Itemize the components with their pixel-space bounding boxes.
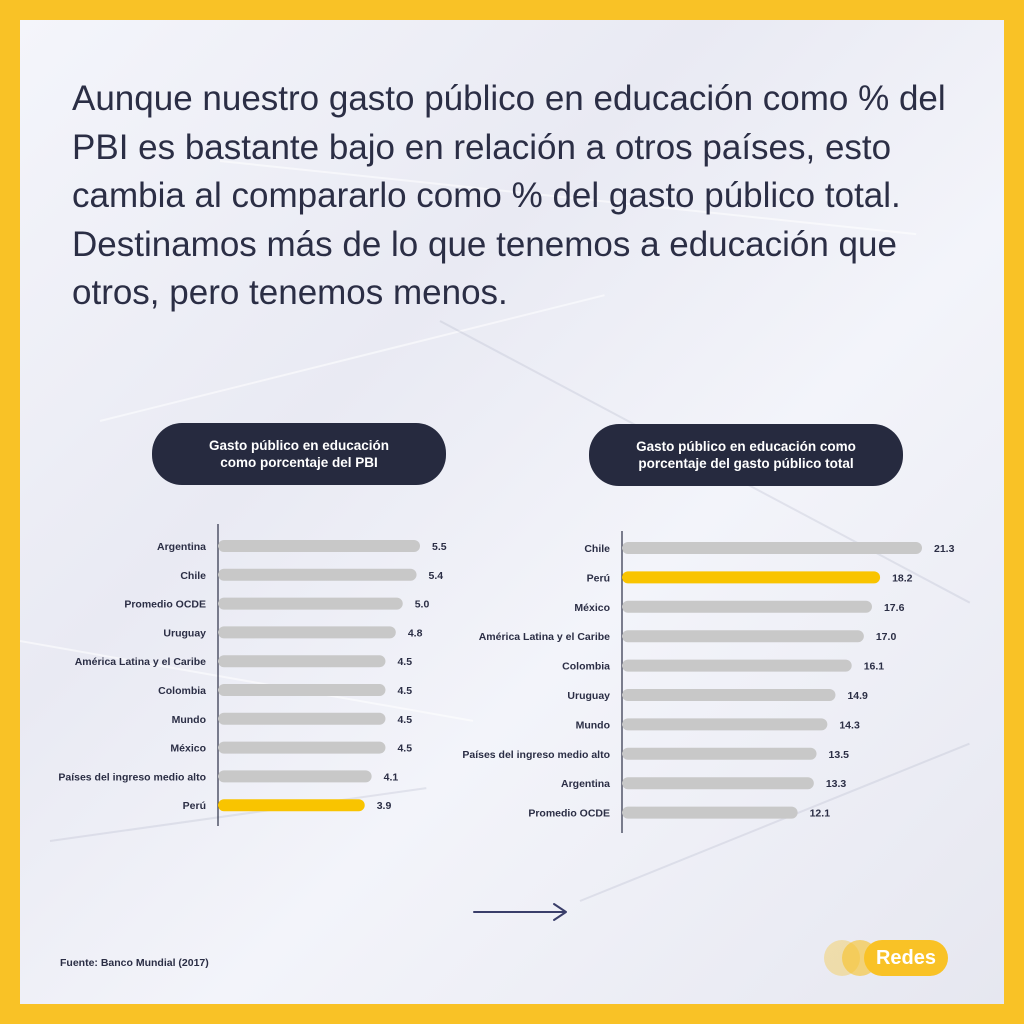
value-label: 13.3 xyxy=(826,778,847,790)
value-label: 4.5 xyxy=(397,743,412,755)
value-label: 16.1 xyxy=(864,661,885,673)
content-panel: Aunque nuestro gasto público en educació… xyxy=(20,20,1004,1004)
source-note: Fuente: Banco Mundial (2017) xyxy=(60,957,209,969)
category-label: Países del ingreso medio alto xyxy=(462,749,610,761)
category-label: México xyxy=(574,602,610,614)
category-label: Promedio OCDE xyxy=(528,808,610,820)
category-label: Colombia xyxy=(562,661,610,673)
value-label: 17.6 xyxy=(884,602,905,614)
value-label: 4.1 xyxy=(384,771,399,783)
category-label: América Latina y el Caribe xyxy=(75,656,206,668)
category-label: Países del ingreso medio alto xyxy=(58,771,206,783)
arrow-right-icon[interactable] xyxy=(472,900,570,924)
chart-gdp-share: Argentina 5.5 Chile 5.4 Promedio OCDE 5.0 Urug… xyxy=(58,524,447,826)
chart-1-title: Gasto público en educación como porcenta… xyxy=(152,423,446,485)
chart-1-title-line-2: como porcentaje del PBI xyxy=(220,455,378,470)
value-label: 5.0 xyxy=(415,599,430,611)
value-label: 18.2 xyxy=(892,572,913,584)
category-label: Mundo xyxy=(576,719,610,731)
category-label: Argentina xyxy=(157,541,206,553)
category-label: Perú xyxy=(587,572,610,584)
value-label: 5.5 xyxy=(432,541,447,553)
category-label: Uruguay xyxy=(163,627,206,639)
value-label: 14.9 xyxy=(847,690,868,702)
chart-1-title-line-1: Gasto público en educación xyxy=(208,438,390,453)
category-label: Argentina xyxy=(561,778,610,790)
value-label: 17.0 xyxy=(876,631,897,643)
chart-2-title-line-2: porcentaje del gasto público total xyxy=(638,456,854,471)
chart-2-title-line-1: Gasto público en educación como xyxy=(636,439,856,454)
value-label: 5.4 xyxy=(429,570,444,582)
category-label: Promedio OCDE xyxy=(124,599,206,611)
headline: Aunque nuestro gasto público en educació… xyxy=(72,79,946,312)
category-label: Colombia xyxy=(158,685,206,697)
category-label: Mundo xyxy=(172,714,206,726)
value-label: 12.1 xyxy=(810,808,831,820)
logo-text: Redes xyxy=(864,940,948,976)
redes-logo: Redes xyxy=(824,940,948,976)
value-label: 21.3 xyxy=(934,543,955,555)
category-label: Chile xyxy=(180,570,206,582)
category-label: América Latina y el Caribe xyxy=(479,631,610,643)
value-label: 4.8 xyxy=(408,627,423,639)
value-label: 4.5 xyxy=(397,656,412,668)
value-label: 3.9 xyxy=(377,800,392,812)
category-label: Uruguay xyxy=(567,690,610,702)
value-label: 13.5 xyxy=(829,749,850,761)
category-label: México xyxy=(170,743,206,755)
category-label: Chile xyxy=(584,543,610,555)
chart-2-title: Gasto público en educación como porcenta… xyxy=(589,424,903,486)
value-label: 14.3 xyxy=(839,719,860,731)
category-label: Perú xyxy=(183,800,206,812)
chart-spending-share: Chile 21.3 Perú 18.2 México 17.6 América Latin… xyxy=(462,531,955,833)
value-label: 4.5 xyxy=(397,685,412,697)
value-label: 4.5 xyxy=(397,714,412,726)
